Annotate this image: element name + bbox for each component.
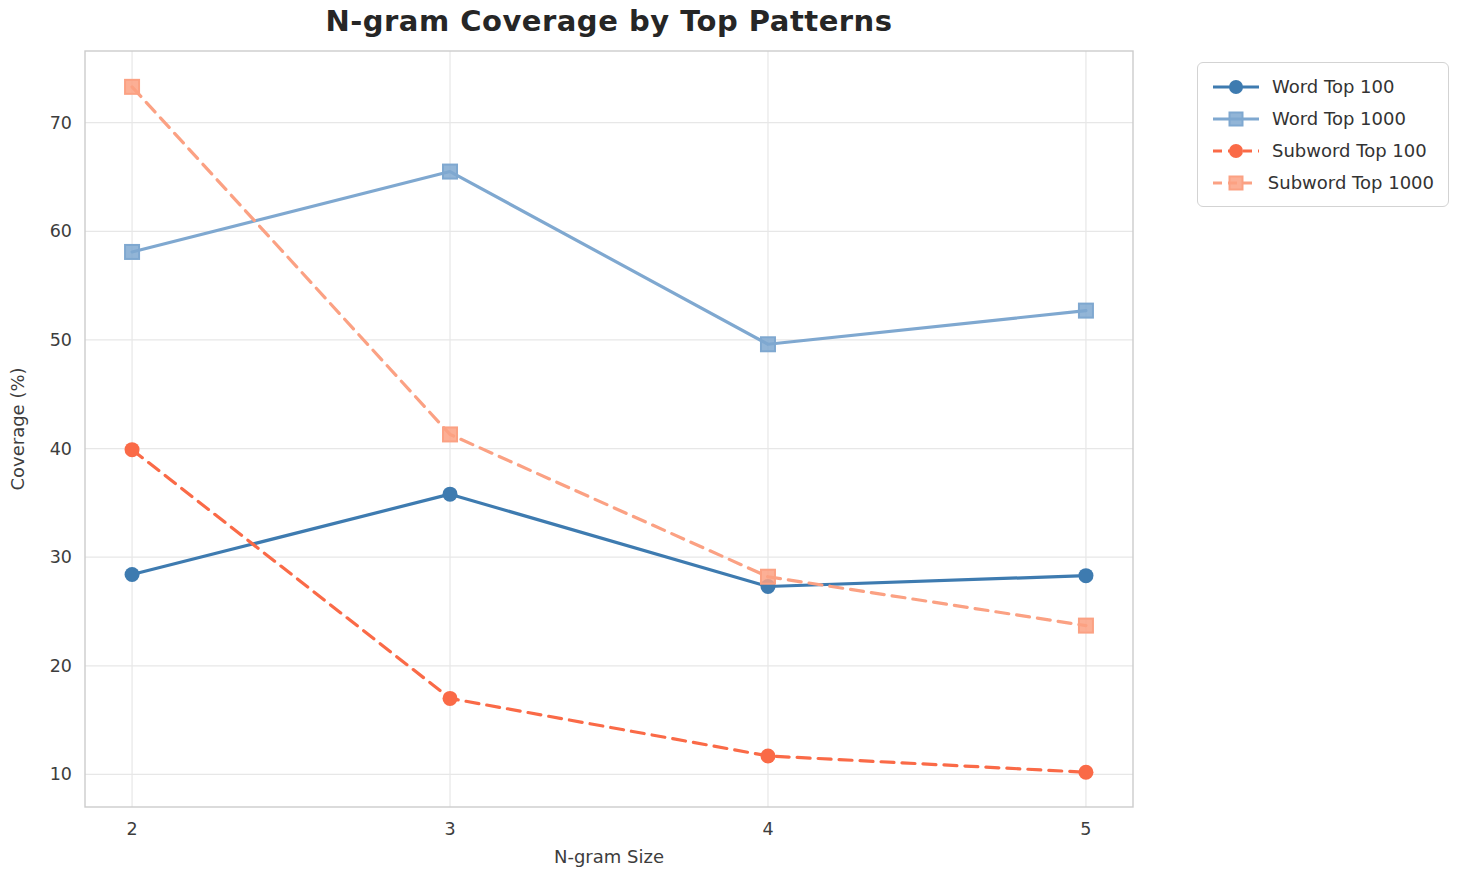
legend-swatch-square-dashed: [1212, 172, 1256, 194]
square-marker: [1079, 304, 1093, 318]
legend-label: Subword Top 100: [1272, 140, 1427, 161]
y-tick-label: 50: [50, 330, 72, 350]
y-tick-label: 10: [50, 764, 72, 784]
y-tick-label: 60: [50, 221, 72, 241]
plot-background: [85, 51, 1133, 807]
legend-item-subword-top-1000: Subword Top 1000: [1212, 170, 1434, 195]
legend: Word Top 100 Word Top 1000 Subword Top 100…: [1197, 62, 1449, 207]
y-tick-label: 20: [50, 656, 72, 676]
square-marker: [125, 245, 139, 259]
circle-marker: [1078, 568, 1093, 583]
circle-marker: [1078, 765, 1093, 780]
square-marker: [1079, 619, 1093, 633]
square-marker: [125, 80, 139, 94]
x-tick-label: 2: [126, 819, 137, 839]
legend-label: Word Top 100: [1272, 76, 1394, 97]
square-marker: [761, 570, 775, 584]
x-axis-label: N-gram Size: [554, 846, 664, 867]
legend-item-word-top-1000: Word Top 1000: [1212, 106, 1434, 131]
y-tick-label: 40: [50, 439, 72, 459]
legend-swatch-square-solid: [1212, 108, 1260, 130]
legend-label: Word Top 1000: [1272, 108, 1406, 129]
circle-marker: [125, 442, 140, 457]
legend-swatch-circle-dashed: [1212, 140, 1260, 162]
square-marker: [761, 337, 775, 351]
circle-marker: [443, 691, 458, 706]
circle-marker: [125, 567, 140, 582]
x-tick-label: 3: [444, 819, 455, 839]
x-tick-label: 4: [762, 819, 773, 839]
square-marker: [443, 165, 457, 179]
legend-label: Subword Top 1000: [1268, 172, 1434, 193]
circle-marker: [443, 487, 458, 502]
x-tick-label: 5: [1080, 819, 1091, 839]
y-tick-label: 70: [50, 113, 72, 133]
y-tick-label: 30: [50, 547, 72, 567]
y-axis-label: Coverage (%): [7, 367, 28, 490]
circle-marker: [760, 748, 775, 763]
legend-swatch-circle-solid: [1212, 76, 1260, 98]
legend-item-subword-top-100: Subword Top 100: [1212, 138, 1434, 163]
legend-item-word-top-100: Word Top 100: [1212, 74, 1434, 99]
square-marker: [443, 427, 457, 441]
